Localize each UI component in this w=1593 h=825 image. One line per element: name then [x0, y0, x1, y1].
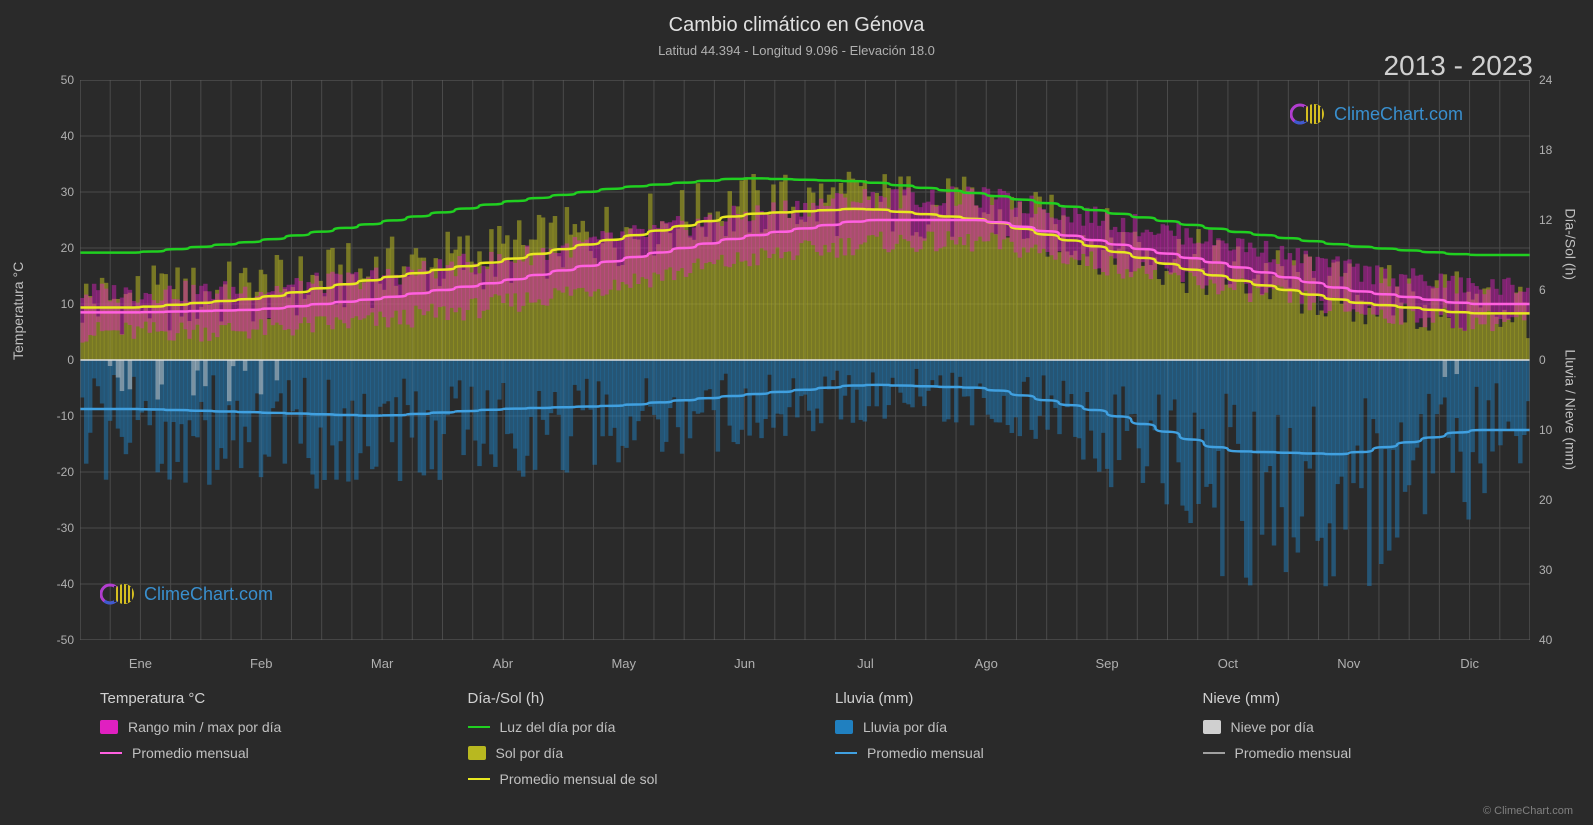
y-right-tick: 12	[1539, 213, 1552, 227]
y-left-tick: -30	[57, 521, 74, 535]
legend-swatch	[1203, 720, 1221, 734]
legend-label: Promedio mensual	[132, 745, 249, 761]
x-tick: Nov	[1337, 656, 1360, 671]
legend-col-snow: Nieve (mm) Nieve por día Promedio mensual	[1203, 690, 1531, 797]
y-left-tick: -40	[57, 577, 74, 591]
x-tick: Oct	[1218, 656, 1238, 671]
legend-title: Día-/Sol (h)	[468, 690, 796, 707]
legend-swatch	[1203, 752, 1225, 754]
x-tick: Jun	[734, 656, 755, 671]
y-right-tick: 24	[1539, 73, 1552, 87]
x-tick: Abr	[493, 656, 513, 671]
legend: Temperatura °C Rango min / max por día Pro…	[100, 690, 1530, 797]
y-right-tick: 30	[1539, 563, 1552, 577]
legend-swatch	[100, 720, 118, 734]
plot-area	[80, 80, 1530, 640]
y-left-tick: -10	[57, 409, 74, 423]
legend-title: Temperatura °C	[100, 690, 428, 707]
legend-title: Lluvia (mm)	[835, 690, 1163, 707]
y-axis-left-ticks: -50-40-30-20-1001020304050	[0, 80, 80, 640]
legend-label: Lluvia por día	[863, 719, 947, 735]
x-tick: Feb	[250, 656, 272, 671]
y-left-tick: 30	[61, 185, 74, 199]
chart-title: Cambio climático en Génova	[0, 0, 1593, 37]
legend-label: Luz del día por día	[500, 719, 616, 735]
y-right-tick: 6	[1539, 283, 1546, 297]
x-tick: Mar	[371, 656, 393, 671]
x-tick: Dic	[1460, 656, 1479, 671]
x-tick: Ago	[975, 656, 998, 671]
x-tick: Jul	[857, 656, 874, 671]
legend-swatch	[100, 752, 122, 754]
legend-swatch	[468, 778, 490, 780]
legend-swatch	[468, 746, 486, 760]
y-axis-right-ticks: 0612182410203040	[1533, 80, 1593, 640]
climate-chart: Cambio climático en Génova Latitud 44.39…	[0, 0, 1593, 825]
copyright: © ClimeChart.com	[1483, 805, 1573, 817]
y-left-tick: -50	[57, 633, 74, 647]
watermark-bottom: ClimeChart.com	[100, 580, 273, 608]
y-right-tick: 0	[1539, 353, 1546, 367]
legend-label: Promedio mensual	[1235, 745, 1352, 761]
x-axis-ticks: Ene Feb Mar Abr May Jun Jul Ago Sep Oct Nov Dic	[80, 640, 1530, 670]
x-tick: May	[611, 656, 636, 671]
chart-subtitle: Latitud 44.394 - Longitud 9.096 - Elevac…	[0, 37, 1593, 58]
watermark-text: ClimeChart.com	[1334, 104, 1463, 125]
legend-col-sun: Día-/Sol (h) Luz del día por día Sol por d…	[468, 690, 796, 797]
legend-swatch	[835, 720, 853, 734]
logo-icon	[1290, 100, 1326, 128]
watermark-top: ClimeChart.com	[1290, 100, 1463, 128]
y-left-tick: 0	[67, 353, 74, 367]
legend-item: Nieve por día	[1203, 719, 1531, 735]
legend-item: Promedio mensual	[835, 745, 1163, 761]
y-right-tick: 18	[1539, 143, 1552, 157]
legend-item: Rango min / max por día	[100, 719, 428, 735]
legend-item: Promedio mensual de sol	[468, 771, 796, 787]
year-range: 2013 - 2023	[1384, 50, 1533, 82]
legend-label: Promedio mensual	[867, 745, 984, 761]
legend-item: Lluvia por día	[835, 719, 1163, 735]
legend-label: Sol por día	[496, 745, 564, 761]
y-left-tick: 20	[61, 241, 74, 255]
legend-label: Rango min / max por día	[128, 719, 281, 735]
legend-item: Promedio mensual	[100, 745, 428, 761]
logo-icon	[100, 580, 136, 608]
legend-swatch	[468, 726, 490, 728]
legend-col-rain: Lluvia (mm) Lluvia por día Promedio mensua…	[835, 690, 1163, 797]
x-tick: Sep	[1096, 656, 1119, 671]
legend-label: Nieve por día	[1231, 719, 1314, 735]
y-left-tick: 50	[61, 73, 74, 87]
legend-label: Promedio mensual de sol	[500, 771, 658, 787]
legend-swatch	[835, 752, 857, 754]
legend-title: Nieve (mm)	[1203, 690, 1531, 707]
y-right-tick: 10	[1539, 423, 1552, 437]
y-left-tick: -20	[57, 465, 74, 479]
legend-item: Sol por día	[468, 745, 796, 761]
plot-svg	[80, 80, 1530, 640]
legend-item: Promedio mensual	[1203, 745, 1531, 761]
y-right-tick: 20	[1539, 493, 1552, 507]
y-left-tick: 40	[61, 129, 74, 143]
legend-item: Luz del día por día	[468, 719, 796, 735]
y-left-tick: 10	[61, 297, 74, 311]
y-right-tick: 40	[1539, 633, 1552, 647]
x-tick: Ene	[129, 656, 152, 671]
watermark-text: ClimeChart.com	[144, 584, 273, 605]
legend-col-temp: Temperatura °C Rango min / max por día Pro…	[100, 690, 428, 797]
